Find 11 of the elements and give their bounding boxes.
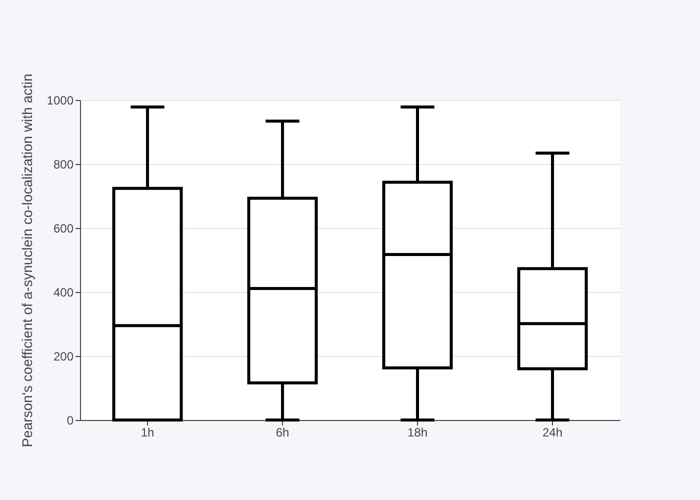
y-tick-label: 1000 [46, 94, 74, 108]
y-tick-label: 800 [53, 158, 74, 172]
y-axis-title: Pearson's coefficient of a-synuclein co-localization with actin [18, 74, 35, 448]
y-tick-label: 0 [66, 414, 74, 428]
x-tick-label: 6h [276, 426, 290, 440]
x-tick-label: 24h [542, 426, 563, 440]
y-tick-label: 600 [53, 222, 74, 236]
y-tick-label: 400 [53, 286, 74, 300]
y-tick-label: 200 [53, 350, 74, 364]
x-tick-label: 18h [407, 426, 428, 440]
x-tick-label: 1h [140, 426, 154, 440]
